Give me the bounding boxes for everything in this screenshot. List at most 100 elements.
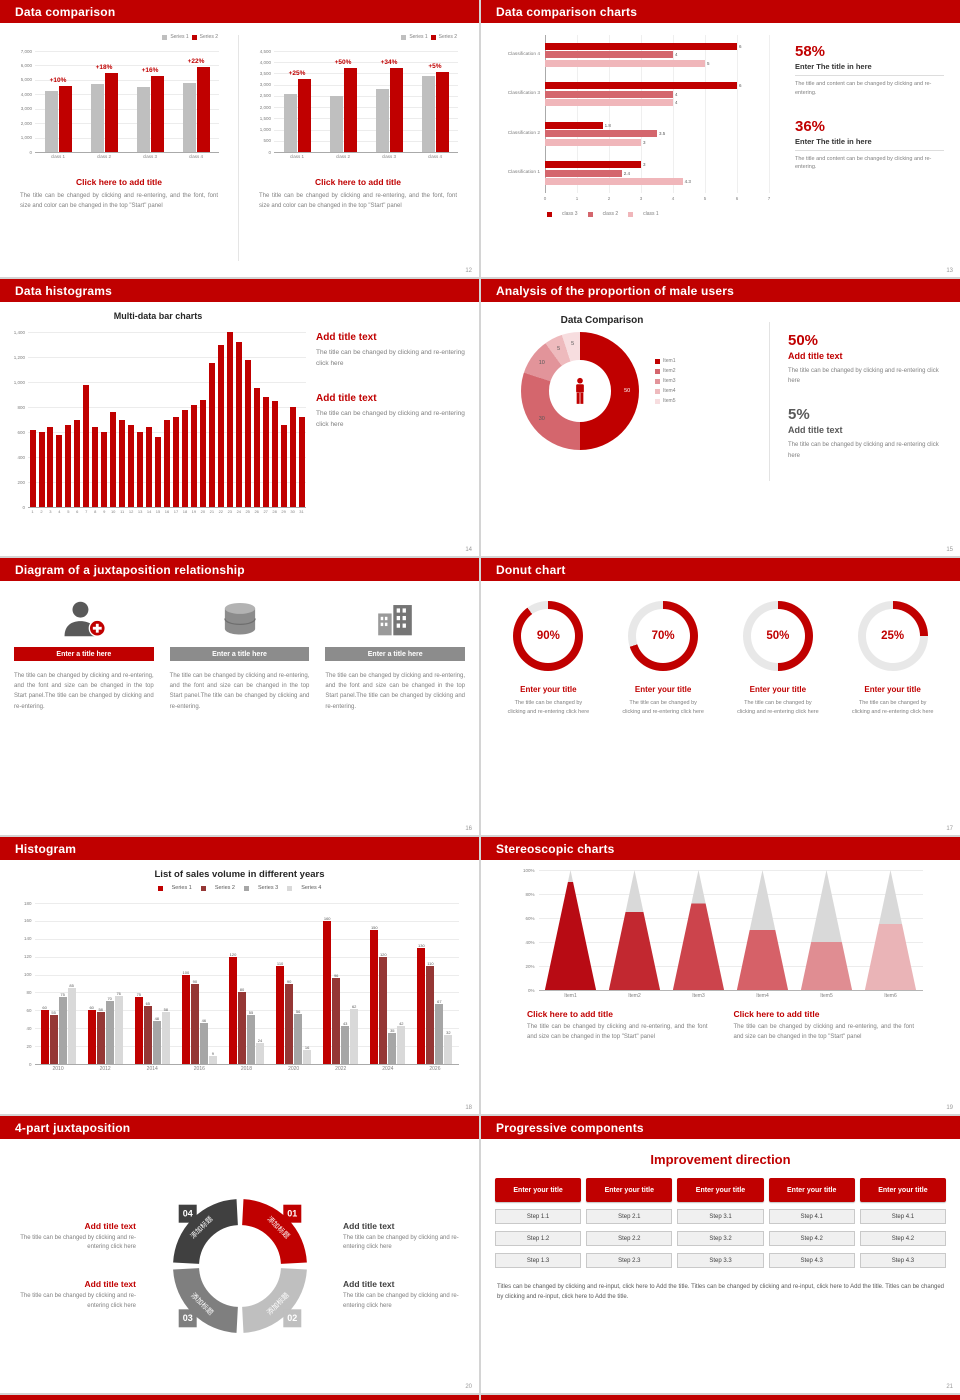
text-panel: Add title text The title can be changed … xyxy=(316,302,479,516)
component-column: Enter your title Step 4.1 Step 4.2 Step … xyxy=(859,1178,947,1268)
building-icon xyxy=(373,600,417,642)
slide-stereoscopic-charts[interactable]: Stereoscopic charts 0% 20% 40% 60% 80% 100% It… xyxy=(481,837,960,1114)
item-title-bar[interactable]: Enter a title here xyxy=(325,647,466,661)
page-number: 16 xyxy=(465,826,472,832)
slide-male-users-proportion[interactable]: Analysis of the proportion of male users… xyxy=(481,279,960,556)
legend-swatch xyxy=(655,358,660,364)
stat-body: The title can be changed by clicking and… xyxy=(788,368,939,385)
gauge-value: 70% xyxy=(636,609,691,663)
title-button[interactable]: Enter your title xyxy=(677,1178,764,1202)
step-box[interactable]: Step 1.1 xyxy=(495,1209,582,1224)
item-title-bar[interactable]: Enter a title here xyxy=(14,647,154,661)
chart-legend: Series 1 Series 2 xyxy=(0,33,238,41)
step-box[interactable]: Step 1.2 xyxy=(495,1231,582,1246)
block-heading[interactable]: Add title text xyxy=(316,332,377,343)
chart-panel: Data Comparison 50 30 10 5 5 Item1 Item2 Ite… xyxy=(481,302,769,481)
legend-label: Item4 xyxy=(663,388,676,394)
slide-data-comparison-charts[interactable]: Data comparison charts 0 1 2 3 4 5 6 7 Classific… xyxy=(481,0,960,277)
component-columns: Enter your title Step 1.1 Step 1.2 Step … xyxy=(481,1178,960,1268)
slide-donut-chart[interactable]: Donut chart 90% Enter your title The tit… xyxy=(481,558,960,835)
block-heading[interactable]: Add title text xyxy=(316,393,377,405)
legend-item: Item2 xyxy=(655,368,676,374)
slide-title: Diagram of a juxtaposition relationship xyxy=(15,562,245,577)
text-block: Add title text The title can be changed … xyxy=(343,1279,469,1311)
slide-progressive-components[interactable]: Progressive components Improvement direc… xyxy=(481,1116,960,1393)
step-box[interactable]: Step 4.3 xyxy=(859,1253,947,1268)
slide-4-part-juxtaposition[interactable]: 4-part juxtaposition Add title text The … xyxy=(0,1116,479,1393)
legend-item: Item5 xyxy=(655,398,676,404)
block-heading[interactable]: Click here to add title xyxy=(76,177,162,187)
slide-data-comparison[interactable]: Data comparison Series 1 Series 2 0 1,000… xyxy=(0,0,479,277)
slide-body: Series 1 Series 2 0 1,000 2,000 3,000 4,000 5… xyxy=(0,23,479,261)
component-column: Enter your title Step 2.1 Step 2.2 Step … xyxy=(586,1178,673,1268)
slide-histogram[interactable]: Histogram List of sales volume in differ… xyxy=(0,837,479,1114)
block-heading[interactable]: Add title text xyxy=(343,1279,395,1289)
stat-heading[interactable]: Add title text xyxy=(788,351,843,361)
stat-heading[interactable]: Enter The title in here xyxy=(795,62,944,76)
step-box[interactable]: Step 3.2 xyxy=(677,1231,764,1246)
chart-panel: 0 1 2 3 4 5 6 7 Classification 4 6 4 5 Classificatio… xyxy=(481,23,793,217)
stat-block: 5% Add title text The title can be chang… xyxy=(788,406,946,460)
block-text: The title can be changed by clicking and… xyxy=(343,1234,459,1251)
step-box[interactable]: Step 2.2 xyxy=(586,1231,673,1246)
divider xyxy=(238,35,239,261)
block-heading[interactable]: Click here to add title xyxy=(315,177,401,187)
title-button[interactable]: Enter your title xyxy=(495,1178,582,1202)
slide-header: Diagram of a juxtaposition relationship xyxy=(0,558,479,581)
male-person-icon xyxy=(574,377,587,405)
stat-heading[interactable]: Enter The title in here xyxy=(795,137,944,151)
gauge-body: The title can be changed by clicking and… xyxy=(507,700,590,716)
stat-block: 58% Enter The title in here The title an… xyxy=(795,43,944,98)
block-heading[interactable]: Click here to add title xyxy=(733,1009,820,1019)
block-heading[interactable]: Add title text xyxy=(84,1279,136,1289)
step-box[interactable]: Step 2.1 xyxy=(586,1209,673,1224)
slide-title: Data comparison xyxy=(15,4,116,19)
next-slide-header-partial xyxy=(481,1395,960,1400)
gauge-heading[interactable]: Enter your title xyxy=(520,685,577,694)
stat-percent: 36% xyxy=(795,117,826,135)
step-box[interactable]: Step 3.1 xyxy=(677,1209,764,1224)
text-block: Add title text The title can be changed … xyxy=(10,1279,136,1311)
step-box[interactable]: Step 4.2 xyxy=(859,1231,947,1246)
legend-swatch xyxy=(401,34,407,40)
slide-header: 4-part juxtaposition xyxy=(0,1116,479,1139)
bar-chart: 0 200 400 600 800 1,000 1,200 1,400 1 2 3 4 5 6 7 8 9 10 1… xyxy=(6,324,310,516)
step-box[interactable]: Step 4.1 xyxy=(768,1209,855,1224)
block-heading[interactable]: Add title text xyxy=(84,1220,136,1231)
stat-block: 50% Add title text The title can be chan… xyxy=(788,332,946,386)
chart-legend: Item1 Item2 Item3 Item4 Item5 xyxy=(655,358,676,450)
step-box[interactable]: Step 1.3 xyxy=(495,1253,582,1268)
page-number: 13 xyxy=(946,268,953,274)
component-column: Enter your title Step 1.1 Step 1.2 Step … xyxy=(495,1178,582,1268)
title-button[interactable]: Enter your title xyxy=(768,1178,855,1202)
page-number: 17 xyxy=(946,826,953,832)
legend-label: Item3 xyxy=(663,378,676,384)
slide-juxtaposition-relationship[interactable]: Diagram of a juxtaposition relationship … xyxy=(0,558,479,835)
gauge-heading[interactable]: Enter your title xyxy=(749,685,807,694)
gauge-value: 25% xyxy=(865,609,920,663)
gauge-heading[interactable]: Enter your title xyxy=(634,685,692,694)
legend-label: Series 1 xyxy=(409,34,428,40)
stats-panel: 50% Add title text The title can be chan… xyxy=(769,322,960,481)
legend-label: Item2 xyxy=(663,368,676,374)
item-title-bar[interactable]: Enter a title here xyxy=(169,647,310,661)
block-heading[interactable]: Add title text xyxy=(343,1220,395,1231)
step-box[interactable]: Step 4.1 xyxy=(859,1209,947,1224)
step-box[interactable]: Step 4.3 xyxy=(768,1253,855,1268)
block-heading[interactable]: Click here to add title xyxy=(527,1009,613,1019)
slide-body: Enter a title here The title can be chan… xyxy=(0,581,479,712)
step-box[interactable]: Step 4.2 xyxy=(768,1231,855,1246)
gauge-heading[interactable]: Enter your title xyxy=(864,685,921,694)
slide-header: Progressive components xyxy=(481,1116,960,1139)
step-box[interactable]: Step 2.3 xyxy=(586,1253,673,1268)
legend-swatch xyxy=(157,885,163,891)
juxtaposition-item: Enter a title here The title can be chan… xyxy=(14,595,154,712)
step-box[interactable]: Step 3.3 xyxy=(677,1253,764,1268)
title-button[interactable]: Enter your title xyxy=(859,1178,947,1202)
title-button[interactable]: Enter your title xyxy=(586,1178,673,1202)
stat-heading[interactable]: Add title text xyxy=(788,425,843,436)
slide-header: Data comparison xyxy=(0,0,479,23)
block-text: The title can be changed by clicking and… xyxy=(527,1024,708,1040)
